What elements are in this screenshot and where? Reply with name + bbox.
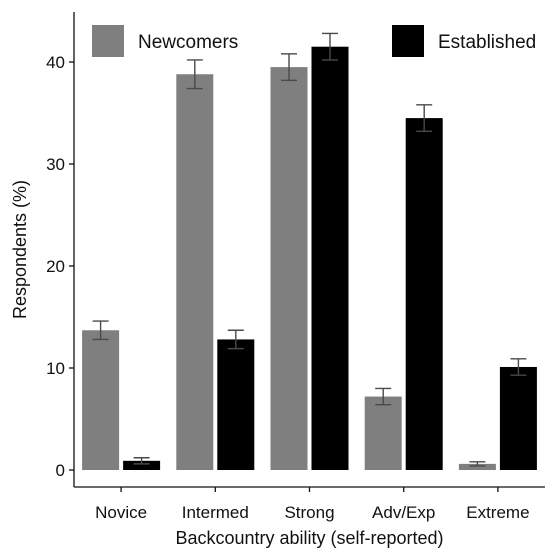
error-bar-established-intermed <box>227 329 244 350</box>
bar-newcomers-novice <box>82 330 120 470</box>
error-bar-newcomers-extreme <box>469 461 486 467</box>
legend-item-newcomers: Newcomers <box>92 25 238 57</box>
y-tick-label-10: 10 <box>46 359 65 378</box>
error-bars-layer <box>92 32 527 467</box>
axes-layer: 0 10 20 30 40 Novice Intermed Strong Adv/Exp Extr… <box>46 12 545 522</box>
legend-item-established: Established <box>392 25 536 57</box>
bar-newcomers-strong <box>270 67 308 470</box>
bar-established-novice <box>123 460 161 470</box>
bars-layer <box>82 46 537 471</box>
legend-swatch-newcomers <box>92 25 124 57</box>
error-bar-newcomers-adv-exp <box>375 387 392 406</box>
x-tick-label-intermed: Intermed <box>182 503 249 522</box>
bar-established-adv-exp <box>405 118 443 470</box>
legend-swatch-established <box>392 25 424 57</box>
bar-newcomers-adv-exp <box>364 396 402 470</box>
x-tick-label-extreme: Extreme <box>466 503 529 522</box>
y-tick-label-40: 40 <box>46 53 65 72</box>
error-bar-newcomers-novice <box>92 320 109 341</box>
error-bar-established-adv-exp <box>416 104 433 133</box>
bar-established-intermed <box>217 339 255 470</box>
error-bar-established-strong <box>322 32 338 61</box>
x-tick-label-adv-exp: Adv/Exp <box>372 503 435 522</box>
x-axis-title: Backcountry ability (self-reported) <box>175 528 443 548</box>
bar-established-extreme <box>499 366 537 470</box>
y-axis-title: Respondents (%) <box>10 180 30 319</box>
bar-newcomers-extreme <box>458 463 496 470</box>
y-tick-label-30: 30 <box>46 155 65 174</box>
legend-label-newcomers: Newcomers <box>138 32 238 53</box>
bar-established-strong <box>311 46 349 470</box>
y-tick-label-20: 20 <box>46 257 65 276</box>
x-tick-label-strong: Strong <box>284 503 334 522</box>
error-bar-established-novice <box>133 457 150 465</box>
x-tick-label-novice: Novice <box>95 503 147 522</box>
legend: Newcomers Established <box>92 25 536 57</box>
legend-label-established: Established <box>438 32 536 53</box>
bar-newcomers-intermed <box>176 74 214 471</box>
error-bar-newcomers-intermed <box>186 59 203 90</box>
error-bar-established-extreme <box>510 358 527 376</box>
y-tick-label-0: 0 <box>56 461 65 480</box>
error-bar-newcomers-strong <box>281 53 297 82</box>
